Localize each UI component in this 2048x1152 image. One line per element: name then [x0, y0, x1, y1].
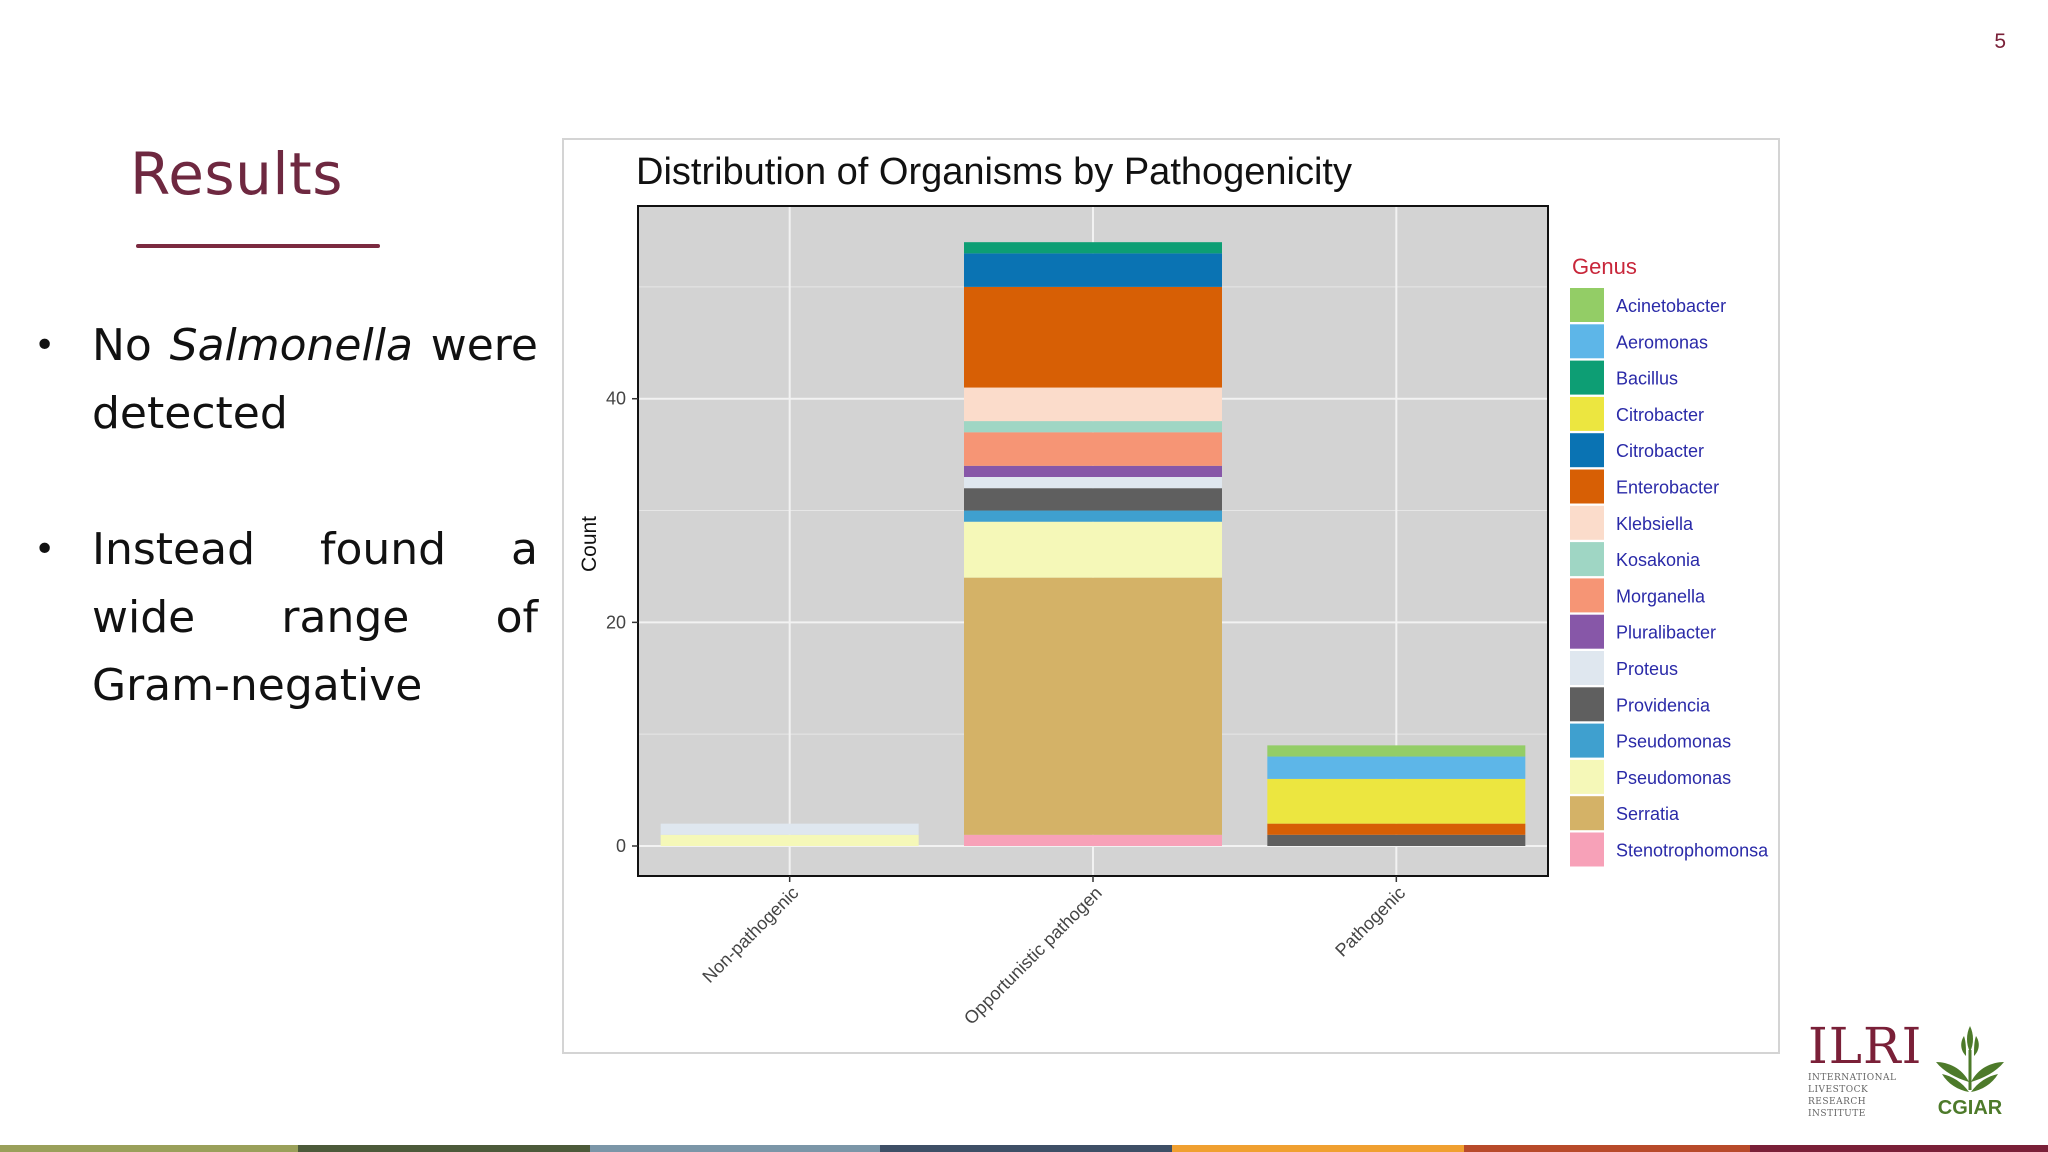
legend-label: Pseudomonas — [1616, 768, 1731, 788]
legend-swatch — [1570, 433, 1604, 468]
legend-swatch — [1570, 687, 1604, 722]
bar-segment — [964, 387, 1222, 422]
legend-label: Kosakonia — [1616, 550, 1701, 570]
bottom-bar-segment — [880, 1145, 1172, 1152]
x-tick-label: Opportunistic pathogen — [960, 883, 1106, 1029]
ilri-logo-line: INTERNATIONAL — [1808, 1073, 1897, 1083]
bar-segment — [964, 834, 1222, 846]
bar-segment — [660, 823, 919, 835]
bullet-dot-icon: • — [34, 325, 56, 366]
bar-segment — [964, 577, 1222, 835]
wheat-icon — [1936, 1026, 2004, 1092]
x-axis: Non-pathogenic Opportunistic pathogen Path… — [698, 876, 1409, 1028]
legend-label: Citrobacter — [1616, 441, 1704, 461]
bar-segment — [964, 477, 1222, 489]
ilri-logo-line: LIVESTOCK RESEARCH — [1808, 1085, 1869, 1107]
legend-label: Providencia — [1616, 695, 1711, 715]
legend-label: Proteus — [1616, 659, 1678, 679]
legend-swatch — [1570, 578, 1604, 613]
chart-frame: 0 20 40 Non-pathogenic Opportunistic pathog… — [562, 138, 1780, 1054]
legend-swatch — [1570, 723, 1604, 758]
bottom-color-bar — [0, 1145, 2048, 1152]
bars-group — [660, 242, 1526, 846]
bar-segment — [964, 465, 1222, 477]
slide-title: Results — [130, 140, 343, 208]
legend-label: Stenotrophomonsa — [1616, 841, 1769, 861]
bottom-bar-segment — [0, 1145, 298, 1152]
legend-title: Genus — [1572, 254, 1637, 279]
bullet-item-gram-negative: • Instead found a wide range of Gram-neg… — [26, 516, 538, 720]
legend-swatch — [1570, 614, 1604, 649]
bullet-dot-icon: • — [34, 529, 56, 570]
chart-title: Distribution of Organisms by Pathogenici… — [636, 151, 1352, 193]
legend-swatch — [1570, 469, 1604, 504]
legend-swatch — [1570, 360, 1604, 395]
bar-segment — [1267, 834, 1526, 846]
bullet-list: • No Salmonella were detected • Instead … — [26, 312, 538, 788]
bar-segment — [964, 421, 1222, 433]
legend-swatch — [1570, 542, 1604, 577]
title-underline — [136, 244, 380, 248]
bottom-bar-segment — [590, 1145, 880, 1152]
x-tick-label: Pathogenic — [1331, 883, 1409, 961]
legend-label: Serratia — [1616, 804, 1680, 824]
legend-label: Enterobacter — [1616, 478, 1719, 498]
x-tick-label: Non-pathogenic — [698, 883, 802, 987]
bar-segment — [1267, 778, 1526, 824]
legend-label: Citrobacter — [1616, 405, 1704, 425]
legend-swatch — [1570, 759, 1604, 794]
bullet-text: were detected — [92, 320, 538, 439]
legend-swatch — [1570, 651, 1604, 685]
bar-segment — [964, 432, 1222, 466]
legend-label: Klebsiella — [1616, 514, 1694, 534]
bottom-bar-segment — [1172, 1145, 1464, 1152]
bullet-text: No — [92, 320, 170, 371]
ilri-logo-text: ILRI — [1808, 1017, 1923, 1075]
legend-label: Pseudomonas — [1616, 732, 1731, 752]
legend-swatch — [1570, 288, 1604, 322]
stacked-bar-chart: 0 20 40 Non-pathogenic Opportunistic pathog… — [578, 151, 1769, 1028]
bar-segment — [1267, 745, 1526, 757]
cgiar-logo: CGIAR — [1928, 1022, 2012, 1120]
legend-swatch — [1570, 505, 1604, 540]
y-tick-label: 40 — [606, 389, 626, 409]
bar-segment — [1267, 756, 1526, 779]
ilri-logo-line: INSTITUTE — [1808, 1109, 1866, 1119]
legend-label: Morganella — [1616, 586, 1706, 606]
bottom-bar-segment — [1464, 1145, 1750, 1152]
bottom-bar-segment — [298, 1145, 590, 1152]
legend-swatch — [1570, 796, 1604, 831]
bar-segment — [964, 253, 1222, 287]
legend-swatch — [1570, 324, 1604, 359]
y-tick-label: 0 — [616, 836, 626, 856]
legend-label: Pluralibacter — [1616, 623, 1716, 643]
y-axis: 0 20 40 — [606, 389, 638, 856]
bar-segment — [964, 510, 1222, 522]
y-tick-label: 20 — [606, 612, 626, 632]
legend-label: Bacillus — [1616, 369, 1678, 389]
legend: Acinetobacter Aeromonas Bacillus Citrobacte… — [1570, 288, 1769, 867]
ilri-logo: ILRI INTERNATIONAL LIVESTOCK RESEARCH IN… — [1808, 1017, 1923, 1120]
legend-swatch — [1570, 832, 1604, 867]
bar-segment — [964, 488, 1222, 511]
cgiar-logo-text: CGIAR — [1937, 1097, 2003, 1119]
bar-segment — [964, 286, 1222, 388]
bar-segment — [964, 242, 1222, 254]
legend-swatch — [1570, 396, 1604, 431]
bullet-italic-text: Salmonella — [169, 320, 413, 371]
bullet-text: Instead found a wide range of Gram-negat… — [92, 524, 538, 711]
legend-label: Acinetobacter — [1616, 296, 1726, 316]
bullet-item-no-salmonella: • No Salmonella were detected — [26, 312, 538, 448]
bottom-bar-segment — [1750, 1145, 2048, 1152]
bar-segment — [660, 834, 919, 846]
legend-label: Aeromonas — [1616, 332, 1708, 352]
bar-segment — [1267, 823, 1526, 835]
y-axis-label: Count — [578, 516, 601, 572]
bar-segment — [964, 521, 1222, 578]
page-number: 5 — [1994, 30, 2006, 53]
